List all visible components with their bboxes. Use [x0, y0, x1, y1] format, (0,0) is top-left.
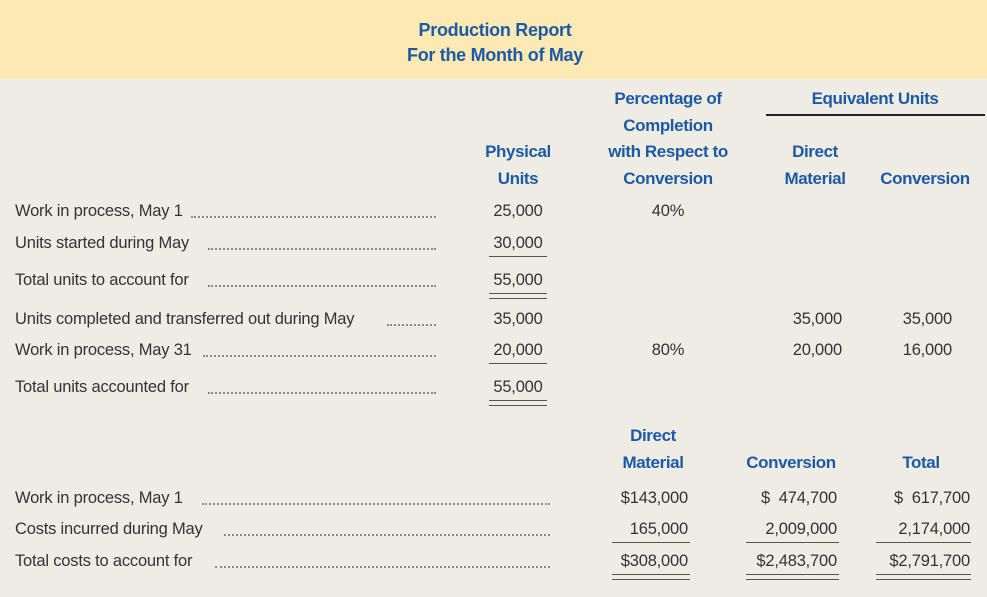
double-underline: [876, 574, 971, 580]
cost-row-label: Total costs to account for: [15, 552, 193, 570]
header-completion: Completion: [623, 116, 713, 135]
leader-dots: [191, 216, 436, 218]
double-underline: [746, 574, 839, 580]
leader-dots: [387, 324, 436, 326]
cost-direct-material-value: 165,000: [629, 520, 688, 538]
header-direct: Direct: [792, 142, 838, 161]
header-conversion-pct: Conversion: [623, 169, 713, 188]
header-material: Material: [784, 169, 846, 188]
header-physical: Physical: [485, 142, 551, 161]
cost-row-label: Work in process, May 1: [15, 489, 183, 507]
cost-conversion-value: $ 474,700: [761, 489, 837, 507]
row-label: Total units to account for: [15, 271, 189, 289]
leader-dots: [202, 503, 550, 505]
cost-header-material: Material: [622, 453, 684, 472]
header-with-respect-to: with Respect to: [608, 142, 728, 161]
cost-header-direct: Direct: [630, 426, 676, 445]
single-underline: [489, 363, 547, 364]
leader-dots: [208, 248, 436, 250]
eu-direct-material-value: 35,000: [792, 310, 842, 328]
leader-dots: [208, 392, 436, 394]
physical-units-value: 55,000: [493, 271, 543, 289]
cost-total-value: $2,791,700: [889, 552, 970, 570]
cost-direct-material-value: $143,000: [620, 489, 688, 507]
eu-conversion-value: 35,000: [902, 310, 952, 328]
row-label: Units completed and transferred out duri…: [15, 310, 355, 328]
single-underline: [746, 542, 839, 543]
pct-completion-value: 80%: [651, 341, 685, 359]
double-underline: [489, 400, 547, 406]
single-underline: [876, 542, 971, 543]
leader-dots: [215, 566, 550, 568]
single-underline: [489, 256, 547, 257]
physical-units-value: 25,000: [493, 202, 543, 220]
header-percentage-of: Percentage of: [614, 89, 722, 108]
pct-completion-value: 40%: [651, 202, 685, 220]
report-header-band: [0, 0, 987, 79]
report-subtitle: For the Month of May: [407, 45, 583, 65]
cost-total-value: 2,174,000: [898, 520, 970, 538]
row-label: Total units accounted for: [15, 378, 189, 396]
double-underline: [489, 293, 547, 299]
physical-units-value: 35,000: [493, 310, 543, 328]
row-label: Units started during May: [15, 234, 190, 252]
leader-dots: [208, 285, 436, 287]
cost-row-label: Costs incurred during May: [15, 520, 203, 538]
cost-total-value: $ 617,700: [894, 489, 970, 507]
header-conversion-eu: Conversion: [880, 169, 970, 188]
cost-header-conversion: Conversion: [746, 453, 836, 472]
cost-header-total: Total: [902, 453, 940, 472]
cost-conversion-value: 2,009,000: [765, 520, 837, 538]
cost-conversion-value: $2,483,700: [756, 552, 837, 570]
equivalent-units-rule: [766, 114, 985, 116]
cost-direct-material-value: $308,000: [620, 552, 688, 570]
row-label: Work in process, May 31: [15, 341, 192, 359]
eu-conversion-value: 16,000: [902, 341, 952, 359]
leader-dots: [224, 534, 550, 536]
row-label: Work in process, May 1: [15, 202, 183, 220]
leader-dots: [203, 355, 436, 357]
eu-direct-material-value: 20,000: [792, 341, 842, 359]
header-equivalent-units: Equivalent Units: [811, 89, 939, 108]
physical-units-value: 55,000: [493, 378, 543, 396]
double-underline: [612, 574, 690, 580]
single-underline: [612, 542, 690, 543]
physical-units-value: 20,000: [493, 341, 543, 359]
physical-units-value: 30,000: [493, 234, 543, 252]
header-units: Units: [497, 169, 539, 188]
report-title: Production Report: [418, 20, 572, 40]
